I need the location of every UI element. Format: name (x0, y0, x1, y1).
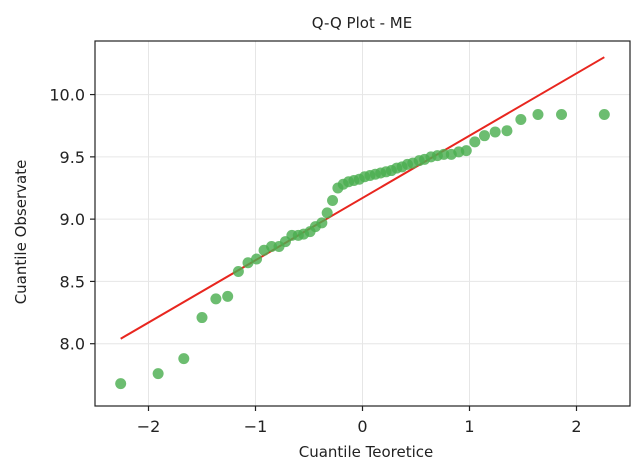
data-point (515, 113, 527, 125)
data-point (251, 253, 263, 265)
y-tick-label: 8.0 (60, 335, 85, 354)
data-point (152, 368, 164, 380)
y-tick-label: 9.0 (60, 210, 85, 229)
data-point (242, 257, 254, 269)
y-axis-ticks: 8.0 8.5 9.0 9.5 10.0 (49, 86, 95, 354)
reference-line-layer (120, 56, 605, 340)
data-point (327, 194, 339, 206)
x-axis-ticks: −2 −1 0 1 2 (137, 406, 582, 436)
data-point (222, 290, 234, 302)
grid-lines (95, 41, 630, 406)
data-point (598, 108, 610, 120)
y-tick-label: 10.0 (49, 86, 85, 105)
data-point (478, 130, 490, 142)
x-tick-label: 1 (464, 417, 474, 436)
data-point (196, 312, 208, 324)
data-point (460, 145, 472, 157)
data-point (532, 108, 544, 120)
reference-line (120, 56, 605, 340)
data-points-layer (115, 108, 610, 390)
x-tick-label: 0 (357, 417, 367, 436)
data-point (469, 136, 481, 148)
data-point (501, 125, 513, 137)
data-point (321, 207, 333, 219)
y-axis-label: Cuantile Observate (12, 160, 30, 305)
x-tick-label: −1 (244, 417, 268, 436)
data-point (232, 265, 244, 277)
data-point (489, 126, 501, 138)
data-point (210, 293, 222, 305)
chart-title: Q-Q Plot - ME (312, 14, 412, 32)
data-point (178, 353, 190, 365)
x-axis-label: Cuantile Teoretice (299, 443, 434, 461)
data-point (316, 217, 328, 229)
x-tick-label: 2 (571, 417, 581, 436)
data-point (115, 378, 127, 390)
data-point (556, 108, 568, 120)
y-tick-label: 9.5 (60, 148, 85, 167)
x-tick-label: −2 (137, 417, 161, 436)
y-tick-label: 8.5 (60, 272, 85, 291)
